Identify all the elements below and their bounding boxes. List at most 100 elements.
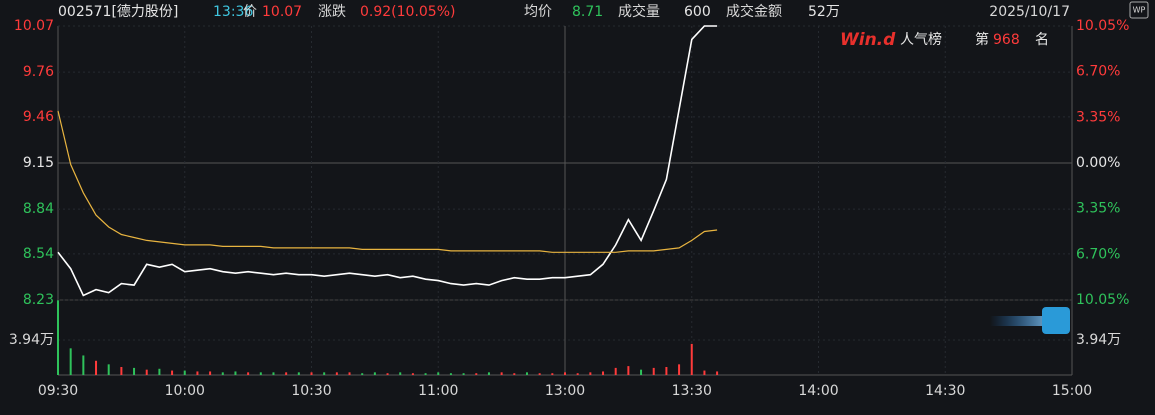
volume-bar — [386, 373, 389, 375]
price-line — [57, 110, 718, 253]
price-label: 价 — [243, 4, 257, 20]
y-tick-label: 8.84 — [23, 201, 54, 217]
volume-bar — [82, 355, 85, 375]
volume-bar — [627, 366, 630, 375]
y2-tick-label: 0.00% — [1076, 155, 1120, 171]
volume-bar — [424, 373, 427, 375]
volume-bar — [462, 373, 465, 375]
x-tick-label: 15:00 — [1052, 383, 1092, 399]
volume-bar — [665, 367, 668, 375]
x-tick-label: 11:00 — [418, 383, 458, 399]
rank-label: 人气榜 — [900, 31, 942, 48]
volume-bar — [183, 370, 186, 375]
volume-bar — [361, 373, 364, 375]
y2-tick-label: 3.35% — [1076, 109, 1120, 125]
y2-tick-label: 3.35% — [1076, 201, 1120, 217]
volume-bar — [145, 369, 148, 375]
price-line — [57, 25, 718, 297]
y2-tick-label: 10.05% — [1076, 18, 1129, 34]
volume-bar — [95, 360, 98, 375]
wp-icon[interactable] — [1129, 1, 1149, 19]
y-tick-label: 8.54 — [23, 246, 54, 262]
rank-suffix: 名 — [1035, 32, 1049, 48]
wp-icon-text: WP — [1133, 6, 1146, 15]
x-tick-label: 14:30 — [925, 383, 965, 399]
volume-bar — [589, 372, 592, 375]
volume-bar — [247, 372, 250, 375]
volume-bar — [399, 372, 402, 375]
volume-bar — [120, 367, 123, 375]
avg: 8.71 — [572, 4, 603, 20]
widget-tail — [990, 316, 1042, 326]
volume-bar — [272, 372, 275, 375]
y2-tick-label: 10.05% — [1076, 292, 1129, 308]
x-tick-label: 10:00 — [165, 383, 205, 399]
volume-bar — [449, 373, 452, 375]
vol-tick-label: 3.94万 — [9, 332, 54, 348]
volume-bar — [716, 371, 719, 375]
widget-button[interactable] — [1042, 307, 1070, 334]
volume-bar — [221, 372, 224, 375]
volume-bar — [487, 372, 490, 375]
volume-bar — [297, 372, 300, 375]
x-tick-label: 10:30 — [291, 383, 331, 399]
y-tick-label: 10.07 — [14, 18, 54, 34]
volume-bar — [348, 372, 351, 375]
volume-bar — [69, 348, 72, 375]
x-tick-label: 13:00 — [545, 383, 585, 399]
volume-bar — [500, 372, 503, 375]
change: 0.92(10.05%) — [360, 4, 455, 20]
volume-bar — [678, 364, 681, 375]
volume-label: 成交量 — [618, 3, 660, 20]
amount-label: 成交金额 — [726, 3, 782, 20]
volume-bar — [196, 371, 199, 375]
volume-bar — [614, 367, 617, 375]
volume-bar — [411, 373, 414, 375]
vol-tick-label: 3.94万 — [1076, 332, 1121, 348]
volume-bar — [310, 372, 313, 375]
volume-bar — [285, 372, 288, 375]
volume-bar — [335, 372, 338, 375]
volume-bar — [234, 371, 237, 375]
volume-bar — [259, 372, 262, 375]
volume-bar — [602, 371, 605, 375]
y-tick-label: 8.23 — [23, 292, 54, 308]
volume-bar — [373, 372, 376, 375]
volume-bar — [703, 370, 706, 375]
price: 10.07 — [262, 4, 302, 20]
volume-bar — [640, 369, 643, 375]
x-tick-label: 13:30 — [672, 383, 712, 399]
volume-bar — [158, 368, 161, 375]
volume-bar — [652, 367, 655, 375]
volume-bar — [323, 372, 326, 375]
volume-bar — [475, 373, 478, 375]
volume-bar — [576, 373, 579, 375]
brand: Win.d — [840, 30, 896, 50]
y-tick-label: 9.46 — [23, 109, 54, 125]
x-tick-label: 14:00 — [798, 383, 838, 399]
volume-bar — [551, 373, 554, 375]
volume-bar — [133, 367, 136, 375]
y2-tick-label: 6.70% — [1076, 64, 1120, 80]
volume-bar — [690, 343, 693, 375]
rank-prefix: 第 — [975, 31, 989, 48]
volume-bar — [209, 371, 212, 375]
volume-bar — [107, 364, 110, 375]
amount: 52万 — [808, 4, 840, 20]
volume-bar — [513, 373, 516, 375]
rank: 968 — [993, 32, 1020, 48]
y-tick-label: 9.76 — [23, 64, 54, 80]
volume-bar — [171, 370, 174, 375]
x-tick-label: 09:30 — [38, 383, 78, 399]
y-tick-label: 9.15 — [23, 155, 54, 171]
volume-bar — [57, 300, 59, 375]
volume-bar — [525, 372, 528, 375]
volume-bar — [437, 372, 440, 375]
volume-bar — [564, 372, 566, 375]
change-label: 涨跌 — [318, 4, 346, 20]
stock-code: 002571[德力股份] — [58, 4, 178, 20]
volume: 600 — [684, 4, 711, 20]
date: 2025/10/17 — [989, 4, 1070, 20]
